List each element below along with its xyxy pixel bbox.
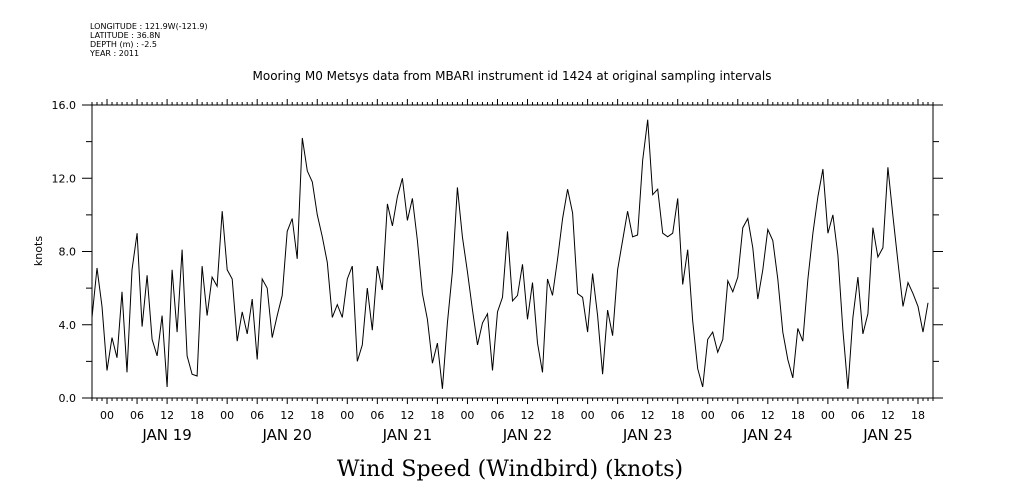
depth-label: DEPTH (m) : -2.5 bbox=[90, 40, 157, 49]
x-hour-tick-label: 12 bbox=[521, 409, 535, 422]
x-hour-tick-label: 18 bbox=[310, 409, 324, 422]
x-hour-tick-label: 06 bbox=[851, 409, 865, 422]
x-day-label: JAN 20 bbox=[261, 426, 312, 444]
y-axis-label: knots bbox=[32, 236, 45, 266]
x-day-label: JAN 19 bbox=[141, 426, 192, 444]
x-hour-tick-label: 06 bbox=[130, 409, 144, 422]
chart-title: Mooring M0 Metsys data from MBARI instru… bbox=[253, 69, 772, 83]
y-tick-label: 0.0 bbox=[59, 392, 77, 405]
x-hour-tick-label: 12 bbox=[761, 409, 775, 422]
longitude-label: LONGITUDE : 121.9W(-121.9) bbox=[90, 22, 208, 31]
y-tick-label: 16.0 bbox=[52, 99, 77, 112]
wind-speed-series-line bbox=[91, 119, 929, 389]
x-hour-tick-label: 06 bbox=[490, 409, 504, 422]
axes-group: 00 06 12 18 00 06 12 18 00 06 12 18 00 06 12 18 00 06 12 18… bbox=[52, 99, 943, 444]
x-day-label: JAN 22 bbox=[502, 426, 553, 444]
x-hour-tick-label: 12 bbox=[160, 409, 174, 422]
x-hour-tick-label: 18 bbox=[551, 409, 565, 422]
x-day-label: JAN 21 bbox=[382, 426, 433, 444]
x-hour-tick-label: 00 bbox=[460, 409, 474, 422]
y-tick-label: 8.0 bbox=[59, 246, 77, 259]
y-tick-label: 12.0 bbox=[52, 172, 77, 185]
x-hour-tick-label: 12 bbox=[280, 409, 294, 422]
x-hour-tick-label: 00 bbox=[581, 409, 595, 422]
metadata-block: LONGITUDE : 121.9W(-121.9) LATITUDE : 36… bbox=[90, 22, 208, 58]
x-hour-tick-label: 00 bbox=[701, 409, 715, 422]
x-hour-tick-label: 06 bbox=[370, 409, 384, 422]
x-hour-tick-label: 18 bbox=[430, 409, 444, 422]
x-hour-tick-label: 12 bbox=[400, 409, 414, 422]
latitude-label: LATITUDE : 36.8N bbox=[90, 31, 161, 40]
x-hour-tick-label: 06 bbox=[731, 409, 745, 422]
x-day-label: JAN 25 bbox=[862, 426, 913, 444]
year-label: YEAR : 2011 bbox=[90, 49, 140, 58]
x-hour-tick-label: 06 bbox=[250, 409, 264, 422]
y-tick-label: 4.0 bbox=[59, 319, 77, 332]
x-hour-tick-label: 00 bbox=[821, 409, 835, 422]
x-day-label: JAN 23 bbox=[622, 426, 673, 444]
x-hour-tick-label: 18 bbox=[190, 409, 204, 422]
bottom-title: Wind Speed (Windbird) (knots) bbox=[337, 457, 683, 482]
x-hour-tick-label: 18 bbox=[791, 409, 805, 422]
x-hour-tick-label: 00 bbox=[100, 409, 114, 422]
x-hour-tick-label: 18 bbox=[671, 409, 685, 422]
x-hour-tick-label: 00 bbox=[220, 409, 234, 422]
x-hour-tick-label: 12 bbox=[881, 409, 895, 422]
plot-frame bbox=[91, 104, 934, 399]
x-hour-tick-label: 00 bbox=[340, 409, 354, 422]
x-hour-tick-label: 18 bbox=[911, 409, 925, 422]
x-hour-tick-label: 12 bbox=[641, 409, 655, 422]
x-day-label: JAN 24 bbox=[742, 426, 793, 444]
x-hour-tick-label: 06 bbox=[611, 409, 625, 422]
